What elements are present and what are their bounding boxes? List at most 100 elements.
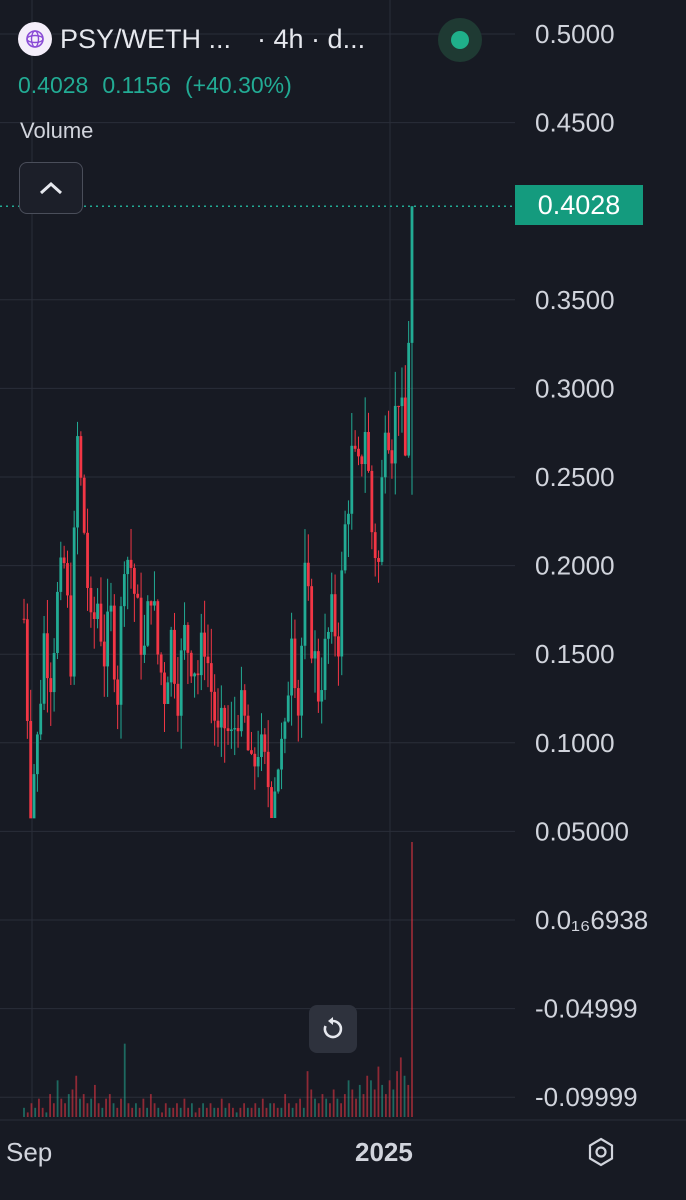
candle-body bbox=[126, 559, 130, 575]
candle-body bbox=[260, 734, 263, 758]
candle-body bbox=[62, 557, 66, 564]
candle-body bbox=[337, 636, 340, 657]
volume-bar bbox=[381, 1084, 384, 1117]
last-price-label: 0.4028 bbox=[515, 185, 643, 225]
volume-bar bbox=[112, 1103, 115, 1117]
candle-body bbox=[112, 605, 116, 680]
chart-settings-button[interactable] bbox=[582, 1133, 620, 1171]
volume-bar bbox=[351, 1089, 354, 1117]
volume-bar bbox=[198, 1107, 201, 1117]
volume-bar bbox=[149, 1094, 152, 1117]
volume-label[interactable]: Volume bbox=[20, 118, 94, 143]
candle-body bbox=[189, 652, 193, 677]
ohlc-legend: 0.4028 0.1156 (+40.30%) bbox=[18, 72, 292, 99]
candle-body bbox=[186, 624, 190, 653]
candle-body bbox=[196, 673, 200, 676]
candle-body bbox=[203, 632, 207, 657]
settings-icon bbox=[588, 1137, 614, 1167]
volume-bar bbox=[142, 1098, 145, 1117]
candle-body bbox=[390, 450, 394, 464]
candle-body bbox=[377, 558, 380, 562]
candle-body bbox=[136, 593, 140, 598]
candle-body bbox=[373, 532, 377, 559]
y-tick-label: 0.1000 bbox=[535, 728, 615, 758]
candle-body bbox=[229, 729, 233, 732]
candle-body bbox=[159, 654, 163, 673]
candle-body bbox=[400, 397, 404, 407]
candle-body bbox=[22, 618, 26, 620]
volume-bar bbox=[209, 1103, 212, 1117]
candle-body bbox=[139, 597, 143, 655]
volume-bar bbox=[373, 1089, 376, 1117]
volume-bar bbox=[273, 1103, 275, 1117]
candle-body bbox=[357, 448, 360, 457]
volume-bar bbox=[336, 1098, 339, 1117]
volume-bar bbox=[190, 1103, 193, 1117]
volume-bar bbox=[343, 1094, 346, 1117]
volume-bar bbox=[246, 1107, 249, 1117]
candle-body bbox=[149, 601, 153, 606]
candle-body bbox=[49, 678, 53, 693]
candle-body bbox=[367, 431, 370, 471]
volume-bar bbox=[407, 1084, 410, 1117]
candle-body bbox=[106, 611, 110, 667]
y-tick-label: 0.0₁₆6938 bbox=[535, 905, 648, 935]
candle-body bbox=[166, 682, 170, 704]
candle-body bbox=[353, 445, 357, 449]
pair-name[interactable]: PSY/WETH ... bbox=[60, 23, 232, 54]
candle-body bbox=[143, 645, 146, 655]
candle-body bbox=[46, 633, 49, 679]
candle-body bbox=[393, 405, 397, 464]
volume-bar bbox=[269, 1103, 272, 1117]
candle-body bbox=[176, 683, 180, 716]
volume-bar bbox=[86, 1103, 89, 1117]
candle-body bbox=[333, 594, 337, 637]
candle-body bbox=[323, 638, 327, 691]
volume-bar bbox=[284, 1094, 287, 1117]
candle-body bbox=[303, 562, 307, 646]
candle-body bbox=[89, 587, 93, 613]
candle-body bbox=[59, 557, 63, 592]
candle-body bbox=[290, 638, 293, 696]
candle-body bbox=[330, 594, 334, 632]
candle-body bbox=[223, 707, 227, 729]
candle-body bbox=[132, 567, 136, 594]
volume-bar bbox=[217, 1107, 219, 1117]
volume-bar bbox=[392, 1089, 395, 1117]
candle-body bbox=[66, 563, 69, 596]
candle-body bbox=[383, 432, 387, 478]
volume-bar bbox=[97, 1103, 100, 1117]
candle-body bbox=[99, 603, 103, 642]
volume-bar bbox=[49, 1094, 52, 1117]
volume-bar bbox=[302, 1107, 305, 1117]
chevron-up-icon bbox=[39, 181, 63, 195]
interval-meta[interactable]: · 4h · d... bbox=[257, 23, 366, 54]
volume-bar bbox=[179, 1107, 182, 1117]
y-tick-label: 0.3500 bbox=[535, 285, 615, 315]
reset-chart-button[interactable] bbox=[309, 1005, 357, 1053]
collapse-legend-button[interactable] bbox=[19, 162, 83, 214]
candle-body bbox=[300, 645, 304, 716]
volume-bar bbox=[243, 1103, 246, 1117]
volume-bar bbox=[105, 1098, 107, 1117]
candle-body bbox=[42, 633, 46, 704]
candle-body bbox=[25, 619, 29, 721]
candle-body bbox=[69, 595, 73, 677]
candle-body bbox=[263, 734, 267, 752]
y-tick-label: 0.2000 bbox=[535, 551, 615, 581]
volume-bar bbox=[52, 1103, 55, 1117]
candle-body bbox=[146, 601, 150, 646]
candle-body bbox=[193, 673, 196, 677]
y-tick-label: 0.05000 bbox=[535, 816, 629, 846]
y-tick-label: 0.2500 bbox=[535, 462, 615, 492]
volume-bar bbox=[332, 1089, 335, 1117]
volume-bar bbox=[60, 1098, 63, 1117]
volume-bar bbox=[56, 1080, 59, 1117]
change-value: 0.1156 bbox=[102, 72, 171, 98]
volume-bar bbox=[340, 1103, 343, 1117]
candle-body bbox=[183, 624, 186, 651]
x-tick-label: 2025 bbox=[355, 1137, 413, 1167]
candle-body bbox=[370, 470, 374, 533]
volume-bar bbox=[411, 842, 413, 1117]
